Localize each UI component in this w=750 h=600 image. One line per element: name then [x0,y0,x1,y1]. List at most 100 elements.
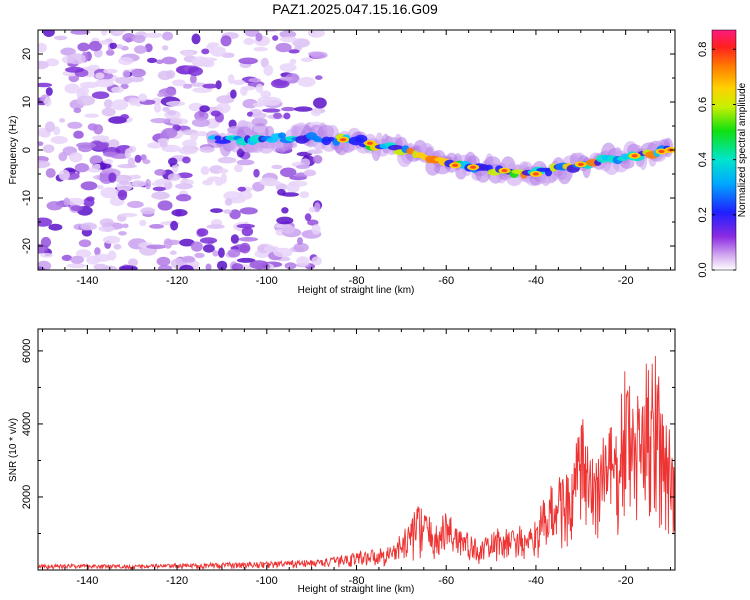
noise-blob [138,93,148,102]
noise-blob [146,244,167,250]
noise-blob [236,159,255,166]
noise-blob [130,68,146,78]
snr-y-label: SNR (10 * v/v) [8,418,19,482]
spectrogram-x-label: Height of straight line (km) [298,285,415,296]
noise-blob [279,63,297,72]
noise-blob [103,151,118,158]
noise-blob [238,237,259,242]
noise-blob [255,83,264,93]
noise-blob [117,164,138,169]
noise-blob [80,181,98,191]
noise-blob [200,166,210,175]
noise-blob [281,207,289,214]
noise-blob [46,201,63,211]
noise-blob [100,187,119,199]
hotspot-inner [577,162,584,166]
noise-blob [294,106,313,112]
noise-blob [216,95,235,104]
noise-blob [168,157,178,166]
noise-blob [45,168,56,178]
noise-blob [280,167,297,178]
noise-blob [88,40,102,52]
noise-blob [42,144,55,153]
noise-blob [94,79,114,88]
noise-blob [38,266,46,270]
noise-blob [86,196,95,202]
noise-blob [243,37,255,46]
noise-blob [147,142,163,149]
noise-blob [279,76,294,81]
noise-blob [253,47,268,52]
noise-blob [310,108,322,117]
snr-panel: -140 -120 -100 -80 -60 -40 -20 2000 4000 6000 He… [8,328,676,595]
ridge-core [277,132,287,139]
noise-blob [103,68,118,74]
noise-blob [196,228,209,237]
y-tick-label: 0 [21,147,33,153]
noise-blob [239,242,251,254]
noise-blob [201,48,210,55]
noise-blob [229,209,241,220]
colorbar: 0.0 0.2 0.4 0.6 0.8 Normalized spectral ampl… [697,29,748,278]
noise-blob [244,30,260,37]
noise-blob [306,149,323,154]
noise-blob [106,49,115,56]
noise-blob [311,256,322,266]
noise-blob [64,83,80,94]
snr-x-label: Height of straight line (km) [298,584,415,595]
noise-blob [181,257,196,263]
noise-blob [260,90,272,99]
noise-blob [253,168,260,178]
noise-blob [134,45,147,54]
noise-blob [162,45,169,51]
noise-blob [227,248,241,258]
noise-blob [304,213,312,222]
noise-blob [115,76,133,85]
noise-blob [283,112,291,120]
noise-blob [241,226,254,237]
noise-blob [209,46,226,57]
noise-blob [118,265,138,270]
noise-blob [279,30,297,39]
noise-blob [63,197,71,206]
noise-blob [220,172,227,184]
noise-blob [70,255,84,264]
noise-blob [201,59,215,68]
noise-blob [73,130,84,139]
noise-blob [42,30,55,37]
noise-blob [261,108,281,113]
noise-blob [152,186,166,192]
noise-blob [218,168,229,174]
noise-blob [313,97,327,109]
noise-blob [78,239,92,248]
noise-blob [96,185,104,190]
noise-blob [275,42,292,53]
y-tick-label: 4000 [21,412,33,436]
x-tick-label: -40 [528,575,544,587]
noise-blob [58,169,70,181]
noise-blob [111,99,129,111]
noise-blob [128,258,138,267]
noise-blob [139,219,147,227]
spectrogram-y-axis: -20 -10 0 10 20 [21,29,675,271]
x-tick-label: -100 [256,275,278,287]
noise-blob [217,156,237,164]
noise-blob [80,222,97,231]
noise-blob [122,223,129,229]
noise-blob [67,121,83,129]
noise-blob [119,180,130,186]
colorbar-label: Normalized spectral amplitude [737,82,748,217]
noise-blob [191,118,210,127]
noise-blob [99,218,114,227]
noise-blob [128,145,137,153]
noise-blob [94,247,101,256]
noise-blob [87,64,100,72]
noise-blob [289,58,297,65]
noise-blob [118,231,127,236]
x-tick-label: -100 [256,575,278,587]
snr-y-axis: 2000 4000 6000 [21,339,675,534]
noise-blob [149,224,165,229]
noise-blob [199,105,210,113]
ridge-core [388,144,403,151]
noise-blob [151,182,166,186]
